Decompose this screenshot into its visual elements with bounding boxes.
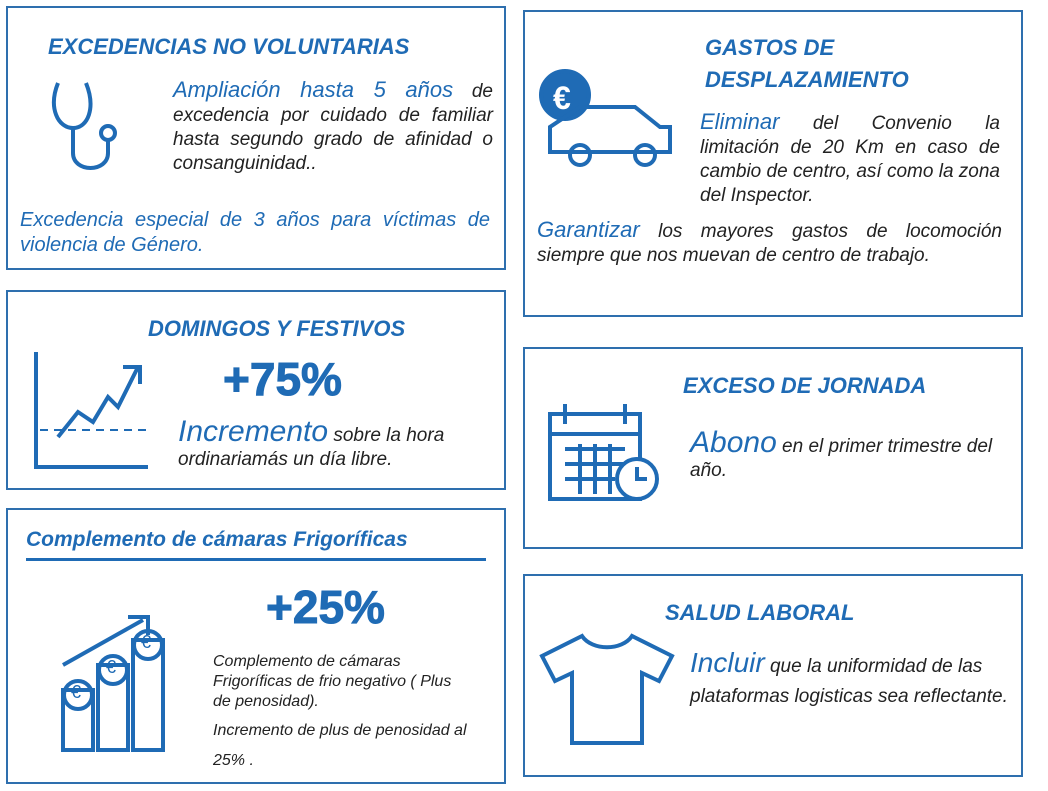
tshirt-icon (539, 633, 675, 745)
highlight: Garantizar (537, 217, 640, 242)
panel: Complemento de cámaras Frigoríficas € € … (6, 508, 506, 784)
paragraph: Excedencia especial de 3 años para vícti… (20, 208, 490, 258)
currency-symbol: € (106, 657, 117, 677)
paragraph: Abono en el primer trimestre del año. (690, 428, 1010, 483)
panel-title: EXCESO DE JORNADA (683, 373, 927, 398)
panel: SALUD LABORAL Incluir que la uniformidad… (523, 574, 1023, 777)
paragraph: Incremento sobre la hora ordinariamás un… (178, 417, 498, 472)
panel: GASTOS DE DESPLAZAMIENTO € Eliminar del … (523, 10, 1023, 317)
currency-symbol: € (71, 682, 82, 702)
paragraph: Incluir que la uniformidad de las plataf… (690, 648, 1010, 712)
text: de excedencia por cuidado de familiar ha… (173, 81, 493, 174)
currency-symbol: € (141, 632, 152, 652)
panel-title: SALUD LABORAL (665, 600, 855, 625)
panel-title: Complemento de cámaras Frigoríficas (26, 528, 486, 561)
paragraph: Ampliación hasta 5 años de excedencia po… (173, 78, 493, 176)
paragraph: Eliminar del Convenio la limitación de 2… (700, 110, 1000, 208)
panel: DOMINGOS Y FESTIVOS +75% Incremento sobr… (6, 290, 506, 490)
car-icon (539, 69, 672, 167)
panel-title: GASTOS DE DESPLAZAMIENTO (705, 35, 909, 92)
text: los mayores gastos de locomoción siempre… (537, 221, 1002, 266)
calendar-icon (548, 404, 659, 501)
currency-symbol: € (553, 80, 571, 116)
paragraph: Garantizar los mayores gastos de locomoc… (537, 218, 1002, 268)
panel-title: DOMINGOS Y FESTIVOS (148, 316, 406, 341)
highlight: Eliminar (700, 109, 780, 134)
text: del Convenio la limitación de 20 Km en c… (700, 113, 1000, 206)
highlight: Incluir (690, 647, 765, 678)
panel: EXCESO DE JORNADA Abono en el primer tri… (523, 347, 1023, 549)
highlight: Incremento (178, 415, 329, 448)
stethoscope-icon (52, 82, 117, 170)
text: en el primer trimestre del año. (690, 436, 993, 481)
chart-icon (34, 352, 148, 469)
highlight: Ampliación hasta 5 años (173, 77, 454, 102)
highlight: Abono (690, 426, 777, 459)
paragraph: Incremento de plus de penosidad al 25% . (213, 722, 467, 769)
highlight: Excedencia especial de 3 años para vícti… (20, 209, 490, 256)
percentage: +75% (223, 353, 343, 406)
paragraph: Complemento de cámaras Frigoríficas de f… (213, 653, 452, 710)
percentage: +25% (266, 581, 386, 634)
text: sobre la hora ordinariamás un día libre. (178, 425, 445, 470)
panel: EXCEDENCIAS NO VOLUNTARIAS Ampliación ha… (6, 6, 506, 270)
text: que la uniformidad de las plataformas lo… (690, 656, 1008, 707)
coins-icon (61, 615, 165, 752)
panel-title: EXCEDENCIAS NO VOLUNTARIAS (48, 34, 410, 59)
